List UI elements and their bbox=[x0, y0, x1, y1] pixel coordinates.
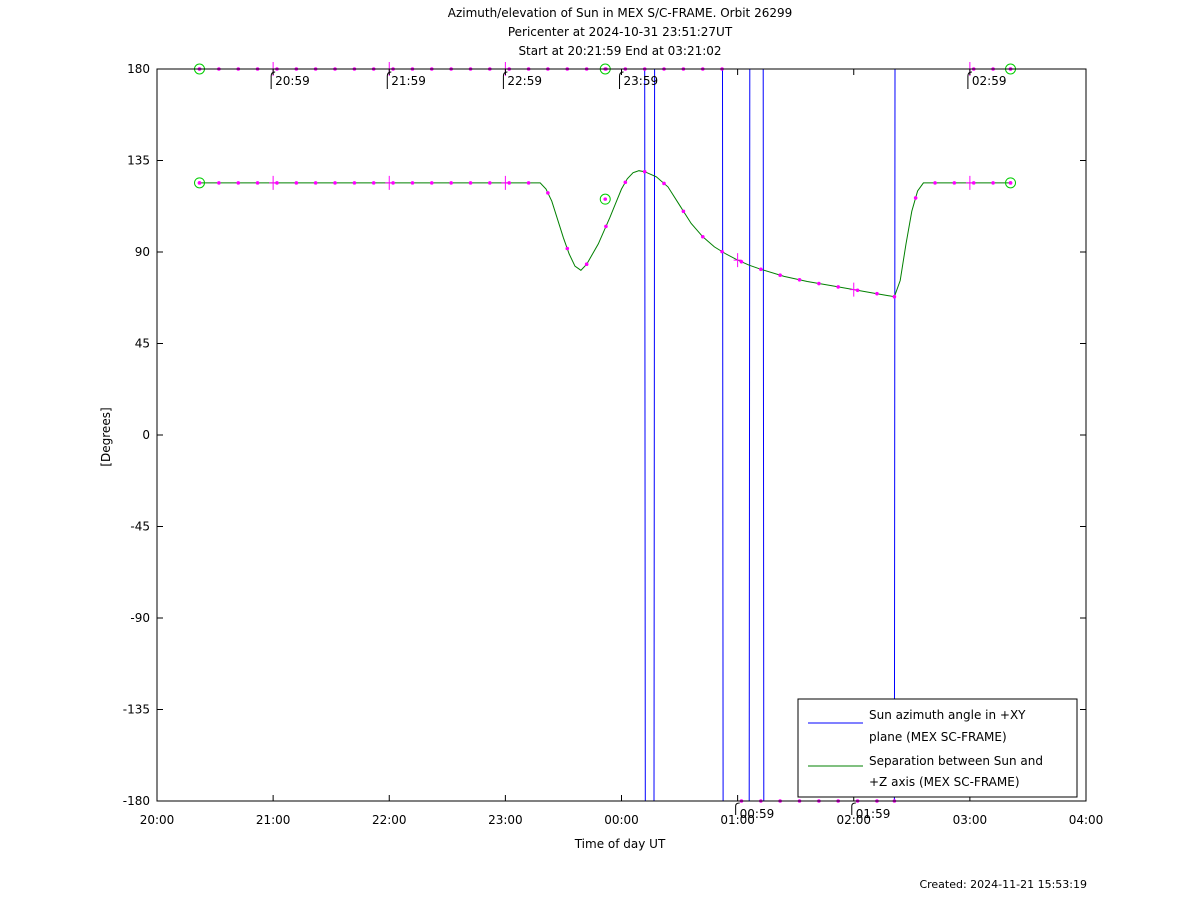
time-annotation-label: 01:59 bbox=[856, 807, 891, 821]
x-tick-label: 23:00 bbox=[488, 813, 523, 827]
separation-marker bbox=[236, 181, 241, 185]
time-annotation-label: 20:59 bbox=[275, 74, 310, 88]
time-annotation-label: 00:59 bbox=[740, 807, 775, 821]
separation-marker bbox=[778, 273, 782, 277]
start-end-marker bbox=[599, 193, 611, 205]
title-line-2: Pericenter at 2024-10-31 23:51:27UT bbox=[508, 25, 733, 39]
separation-marker bbox=[449, 181, 453, 185]
y-tick-label: -180 bbox=[123, 794, 150, 808]
separation-marker bbox=[700, 234, 705, 239]
x-tick-label: 22:00 bbox=[372, 813, 407, 827]
chart-title: Azimuth/elevation of Sun in MEX S/C-FRAM… bbox=[448, 6, 793, 58]
separation-marker bbox=[352, 181, 357, 185]
title-line-1: Azimuth/elevation of Sun in MEX S/C-FRAM… bbox=[448, 6, 793, 20]
y-tick-label: -135 bbox=[123, 703, 150, 717]
separation-marker bbox=[681, 209, 686, 214]
separation-marker bbox=[642, 169, 647, 174]
start-end-center bbox=[1008, 181, 1013, 185]
separation-marker bbox=[933, 181, 937, 185]
separation-marker bbox=[565, 246, 570, 251]
separation-marker bbox=[217, 181, 221, 185]
time-annotation-label: 02:59 bbox=[972, 74, 1007, 88]
time-annotation-hook bbox=[386, 71, 392, 89]
time-annotation-hook bbox=[502, 71, 508, 89]
y-tick-label: 90 bbox=[135, 245, 150, 259]
time-annotation-hook bbox=[967, 71, 972, 89]
separation-marker bbox=[991, 181, 995, 185]
x-tick-label: 00:00 bbox=[604, 813, 639, 827]
time-annotation-label: 23:59 bbox=[624, 74, 659, 88]
separation-marker bbox=[429, 181, 434, 185]
x-tick-label: 02:00 bbox=[836, 813, 871, 827]
plot-frame bbox=[156, 68, 1087, 802]
separation-marker bbox=[817, 281, 821, 286]
legend: Sun azimuth angle in +XY plane (MEX SC-F… bbox=[797, 698, 1078, 798]
separation-marker bbox=[371, 181, 376, 185]
separation-marker bbox=[759, 267, 763, 272]
separation-series-line bbox=[199, 170, 1011, 298]
separation-marker bbox=[797, 277, 802, 282]
separation-marker bbox=[488, 181, 492, 185]
time-annotation-label: 21:59 bbox=[391, 74, 426, 88]
y-axis-label: [Degrees] bbox=[99, 407, 113, 466]
y-tick-label: -45 bbox=[130, 520, 150, 534]
separation-marker bbox=[294, 181, 299, 185]
time-annotation-hook bbox=[270, 71, 276, 89]
separation-marker bbox=[913, 196, 918, 200]
separation-marker bbox=[313, 181, 318, 185]
separation-marker bbox=[546, 191, 550, 195]
y-tick-label: 45 bbox=[135, 337, 150, 351]
x-axis-label: Time of day UT bbox=[574, 837, 666, 851]
start-end-center bbox=[603, 197, 608, 201]
separation-marker bbox=[604, 224, 608, 229]
separation-marker bbox=[623, 180, 628, 185]
time-annotation-hook bbox=[851, 802, 856, 815]
title-line-3: Start at 20:21:59 End at 03:21:02 bbox=[518, 44, 721, 58]
separation-marker bbox=[892, 294, 897, 299]
legend-azimuth-line-2: plane (MEX SC-FRAME) bbox=[869, 730, 1007, 744]
legend-separation-line-2: +Z axis (MEX SC-FRAME) bbox=[869, 775, 1020, 789]
y-tick-label: 135 bbox=[127, 154, 150, 168]
separation-marker bbox=[526, 181, 531, 185]
separation-marker bbox=[255, 181, 260, 185]
start-end-marker bbox=[1005, 177, 1017, 189]
azimuth-series-line bbox=[199, 68, 1011, 802]
x-tick-label: 20:00 bbox=[140, 813, 175, 827]
y-tick-label: -90 bbox=[130, 611, 150, 625]
separation-marker bbox=[952, 181, 957, 185]
legend-azimuth-line-1: Sun azimuth angle in +XY bbox=[869, 708, 1026, 722]
separation-marker bbox=[855, 288, 860, 293]
time-annotation-hook bbox=[619, 71, 624, 89]
separation-marker bbox=[875, 291, 879, 296]
time-annotation-label: 22:59 bbox=[507, 74, 542, 88]
separation-marker bbox=[720, 249, 724, 254]
time-annotation-hook bbox=[735, 802, 740, 815]
separation-marker bbox=[836, 285, 840, 289]
legend-separation-line-1: Separation between Sun and bbox=[869, 754, 1043, 768]
y-tick-label: 0 bbox=[142, 428, 150, 442]
start-end-center bbox=[197, 181, 202, 185]
separation-marker bbox=[410, 181, 415, 185]
separation-marker bbox=[333, 181, 337, 185]
x-tick-label: 03:00 bbox=[953, 813, 988, 827]
separation-marker bbox=[584, 262, 589, 267]
separation-marker bbox=[468, 181, 473, 185]
separation-marker bbox=[662, 181, 666, 186]
x-tick-label: 04:00 bbox=[1069, 813, 1104, 827]
y-tick-label: 180 bbox=[127, 62, 150, 76]
start-end-marker bbox=[194, 177, 206, 189]
separation-marker bbox=[739, 260, 744, 264]
x-tick-label: 21:00 bbox=[256, 813, 291, 827]
x-tick-label: 01:00 bbox=[720, 813, 755, 827]
created-timestamp: Created: 2024-11-21 15:53:19 bbox=[919, 878, 1087, 891]
legend-box bbox=[797, 698, 1078, 798]
